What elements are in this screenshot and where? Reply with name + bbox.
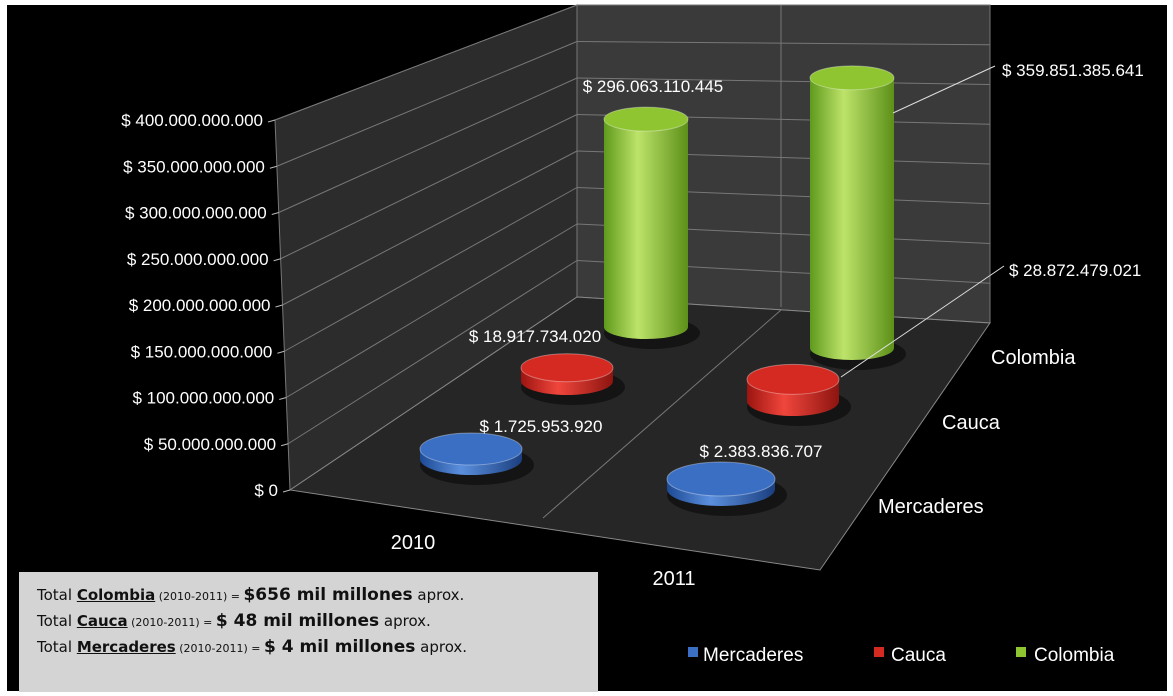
total-prefix: Total (37, 612, 77, 630)
cylinder-mercaderes-2011 (666, 461, 787, 516)
total-amount: $ 48 mil millones (215, 611, 380, 631)
total-suffix: aprox. (415, 638, 468, 656)
data-label: $ 2.383.836.707 (700, 442, 823, 461)
y-tick-mark (273, 258, 281, 262)
total-period: (2010-2011) = (127, 616, 216, 629)
depth-label: Mercaderes (878, 496, 984, 518)
cylinder-top (809, 65, 895, 91)
gridline (285, 223, 578, 398)
total-region-name: Colombia (76, 586, 156, 604)
gridline (282, 150, 578, 306)
cylinder-top (666, 461, 776, 497)
legend: Mercaderes Cauca Colombia (688, 645, 1115, 666)
total-amount: $ 4 mil millones (263, 637, 416, 657)
total-period: (2010-2011) = (175, 642, 264, 655)
cylinder-body (810, 77, 894, 348)
y-tick-mark (271, 212, 279, 215)
y-tick-mark (269, 165, 278, 169)
gridline (284, 187, 578, 352)
legend-swatch-cauca (874, 647, 884, 657)
totals-note-box: Total Colombia (2010-2011) = $656 mil mi… (19, 572, 598, 692)
y-tick-label: $ 300.000.000.000 (125, 204, 267, 223)
x-tick-label: 2011 (652, 568, 695, 590)
total-line: Total Mercaderes (2010-2011) = $ 4 mil m… (37, 634, 598, 660)
cylinder-cauca-2011 (746, 363, 851, 426)
cylinder-top (603, 106, 689, 132)
legend-label: Cauca (891, 645, 946, 666)
legend-swatch-colombia (1016, 647, 1026, 657)
gridline (576, 77, 991, 85)
data-label: $ 296.063.110.445 (583, 77, 724, 96)
gridline (576, 41, 991, 46)
total-prefix: Total (37, 586, 77, 604)
y-tick-label: $ 0 (254, 481, 278, 500)
total-suffix: aprox. (379, 612, 431, 630)
cylinder-top (419, 432, 523, 466)
cylinder-cauca-2010 (520, 353, 625, 405)
y-tick-label: $ 50.000.000.000 (144, 435, 276, 454)
data-label-leader (892, 65, 996, 114)
legend-label: Colombia (1034, 645, 1115, 666)
y-tick-label: $ 200.000.000.000 (129, 296, 271, 315)
y-tick-label: $ 400.000.000.000 (121, 111, 263, 130)
y-tick-mark (275, 304, 283, 308)
cylinder-colombia-2011 (809, 65, 906, 370)
y-tick-mark (267, 119, 276, 123)
cylinder-mercaderes-2010 (419, 432, 534, 485)
data-label: $ 18.917.734.020 (469, 327, 601, 346)
y-tick-label: $ 100.000.000.000 (132, 389, 274, 408)
cylinder-top (520, 353, 614, 383)
total-amount: $656 mil millones (243, 585, 413, 605)
y-tick-mark (277, 350, 285, 354)
gridline (276, 41, 578, 167)
y-tick-mark (280, 443, 289, 447)
cylinder-body (604, 119, 688, 327)
total-suffix: aprox. (412, 586, 465, 604)
floor-divider (542, 309, 782, 519)
y-tick-mark (282, 489, 291, 493)
depth-label: Colombia (991, 347, 1076, 369)
data-label: $ 359.851.385.641 (1002, 61, 1144, 80)
y-tick-label: $ 150.000.000.000 (131, 342, 273, 361)
data-label: $ 1.725.953.920 (480, 417, 603, 436)
depth-label: Cauca (942, 412, 1001, 434)
gridline (274, 4, 578, 121)
total-region-name: Cauca (76, 612, 128, 630)
total-line: Total Cauca (2010-2011) = $ 48 mil millo… (37, 608, 598, 634)
total-region-name: Mercaderes (76, 638, 176, 656)
cylinder-top (746, 363, 840, 395)
cylinder-colombia-2010 (603, 106, 700, 349)
y-tick-mark (279, 397, 287, 400)
x-tick-label: 2010 (391, 532, 436, 554)
gridline (280, 114, 578, 260)
total-line: Total Colombia (2010-2011) = $656 mil mi… (37, 582, 598, 608)
legend-label: Mercaderes (703, 645, 803, 666)
gridline (278, 77, 578, 213)
legend-swatch-mercaderes (688, 647, 698, 657)
data-label-leader (840, 265, 1005, 378)
total-prefix: Total (37, 638, 77, 656)
y-tick-label: $ 250.000.000.000 (127, 250, 269, 269)
gridline (287, 260, 578, 445)
data-label: $ 28.872.479.021 (1009, 261, 1141, 280)
total-period: (2010-2011) = (155, 590, 244, 603)
y-tick-label: $ 350.000.000.000 (123, 157, 265, 176)
